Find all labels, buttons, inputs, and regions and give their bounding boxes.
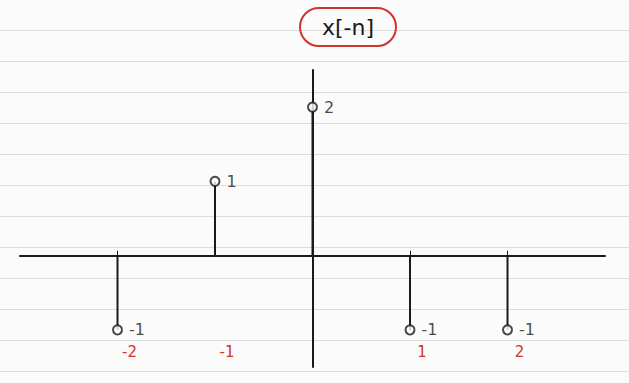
svg-text:-2: -2 [122, 343, 137, 361]
svg-text:x[-n]: x[-n] [322, 15, 374, 40]
svg-text:-1: -1 [422, 320, 438, 339]
svg-text:-1: -1 [519, 320, 535, 339]
svg-text:1: 1 [417, 343, 427, 361]
svg-text:2: 2 [515, 343, 525, 361]
svg-text:-1: -1 [129, 320, 145, 339]
svg-text:1: 1 [227, 172, 237, 191]
svg-text:-1: -1 [220, 343, 235, 361]
svg-text:2: 2 [324, 98, 334, 117]
